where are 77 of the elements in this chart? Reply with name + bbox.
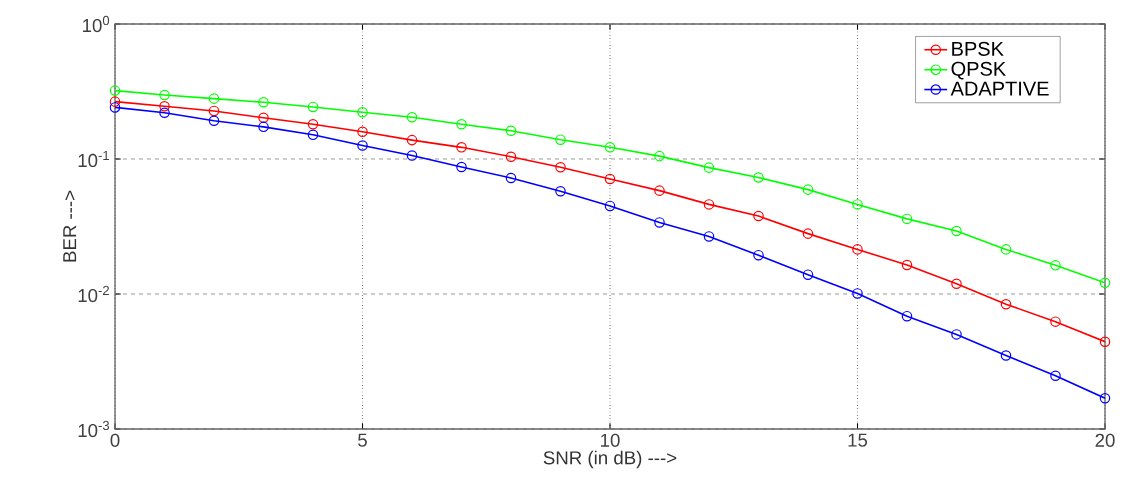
legend-label: ADAPTIVE [950,81,1049,96]
legend-label: BPSK [952,41,1004,56]
point [901,213,913,225]
point [951,278,962,290]
point [604,200,616,212]
x-tick-label: 5 [358,433,367,447]
point [703,231,715,242]
point [604,142,616,153]
x-tick-label: 15 [848,433,868,447]
point [357,126,368,138]
point [555,134,566,145]
point [159,107,170,119]
point [753,249,764,261]
point [753,172,764,183]
point [1099,277,1111,289]
point [258,112,269,124]
x-tick-label: 0 [110,433,120,447]
point [852,199,863,210]
point [1050,370,1061,382]
point [852,288,863,299]
y-tick-label: 10$^{-2}$ [78,285,109,303]
y-tick-label: 10$^{0}$ [83,15,110,33]
point [901,310,913,322]
point [654,185,665,196]
point [456,118,467,130]
point [802,184,814,195]
point [555,185,566,197]
y-tick-label: 10$^{-1}$ [78,150,109,168]
x-axis-title: SNR (in dB) ---> [543,450,677,469]
point [505,125,517,136]
point [109,85,121,96]
point [307,129,319,141]
point [951,225,962,237]
point [307,118,319,130]
point [456,161,467,173]
point [505,172,517,184]
point [703,162,715,173]
point [208,93,220,104]
point [1099,336,1111,347]
point [802,269,814,280]
point [258,121,269,133]
point [852,244,863,255]
y-axis-title: BER ---> [63,190,77,262]
point [159,89,170,101]
point [703,199,715,210]
point [159,100,170,112]
point [406,150,418,161]
point [1000,244,1012,255]
point [654,150,665,162]
point [307,101,319,113]
x-tick-label: 20 [1095,433,1115,447]
point [951,329,962,340]
point [1000,350,1012,361]
point [208,105,220,117]
legend-label: QPSK [951,61,1006,80]
point [1050,316,1061,327]
point [357,140,368,151]
point [1099,392,1111,404]
point [406,134,418,146]
point [555,162,566,173]
point [901,259,913,271]
point [1000,298,1012,310]
point [406,111,418,123]
point [802,228,814,239]
x-tick-label: 10 [601,433,620,447]
point [1050,260,1061,271]
point [208,115,220,127]
point [654,217,665,228]
point [505,151,517,162]
point [109,96,121,107]
point [109,102,121,113]
point [604,173,616,185]
point [357,106,368,118]
point [456,142,467,153]
point [258,97,269,108]
y-tick-label: 10$^{-3}$ [78,420,110,438]
point [753,210,764,222]
